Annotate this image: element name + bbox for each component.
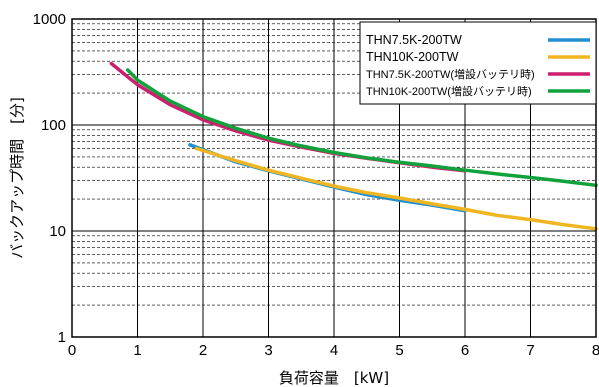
y-tick-labels: 1 10 100 1000 <box>33 11 66 346</box>
y-tick-label: 1000 <box>33 11 66 28</box>
x-axis-title: 負荷容量 [kW] <box>279 369 389 387</box>
series-line-2 <box>194 146 598 231</box>
x-tick-label: 0 <box>68 342 76 359</box>
legend-label-4: THN10K-200TW(増設バッテリ時) <box>366 84 532 98</box>
y-tick-label: 1 <box>58 329 66 346</box>
x-tick-label: 8 <box>592 342 599 359</box>
series-line-4 <box>125 68 598 188</box>
legend-label-2: THN10K-200TW <box>366 50 459 64</box>
series-layer <box>109 61 598 231</box>
plot-frame <box>71 18 597 338</box>
x-tick-label: 7 <box>526 342 534 359</box>
x-tick-label: 4 <box>330 342 338 359</box>
x-tick-label: 3 <box>264 342 272 359</box>
x-tick-label: 6 <box>461 342 469 359</box>
legend: THN7.5K-200TW THN10K-200TW THN7.5K-200TW(増… <box>359 21 597 105</box>
x-tick-label: 2 <box>199 342 207 359</box>
x-tick-labels: 0 1 2 3 4 5 6 7 8 <box>68 342 599 359</box>
x-tick-label: 5 <box>395 342 403 359</box>
x-tick-label: 1 <box>133 342 141 359</box>
legend-label-1: THN7.5K-200TW <box>366 33 462 47</box>
y-axis-title: バックアップ時間 [分] <box>8 97 26 259</box>
y-tick-label: 10 <box>49 223 66 240</box>
legend-label-3: THN7.5K-200TW(増設バッテリ時) <box>366 67 535 81</box>
y-tick-label: 100 <box>41 117 66 134</box>
